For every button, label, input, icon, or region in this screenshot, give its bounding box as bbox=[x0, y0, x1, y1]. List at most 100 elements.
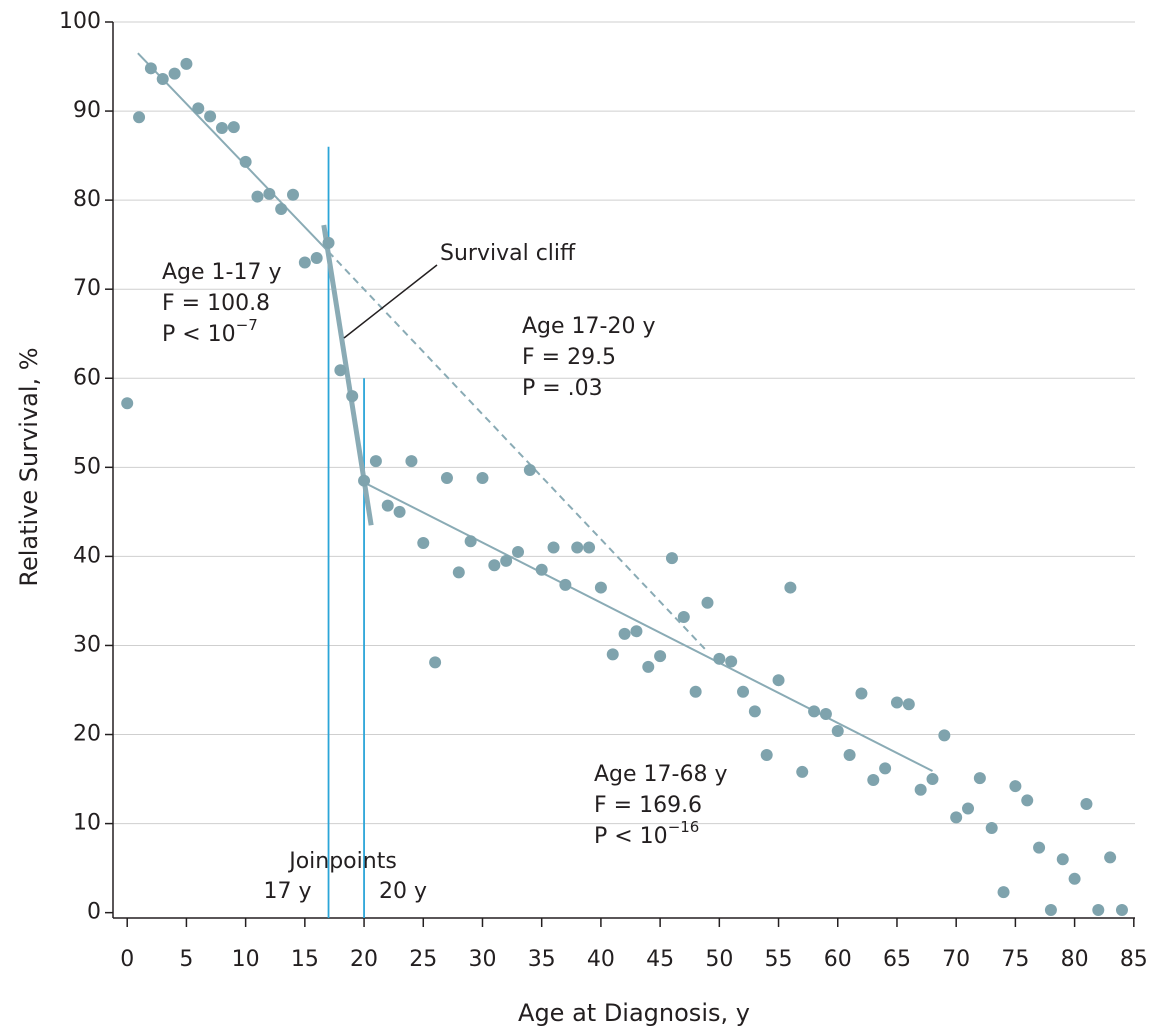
y-tick-label: 0 bbox=[87, 900, 101, 925]
y-tick-label: 50 bbox=[73, 454, 101, 479]
annotation-line: Age 17-68 y bbox=[594, 762, 727, 787]
annotation-text: P < 10 bbox=[594, 824, 668, 849]
data-point bbox=[725, 655, 738, 668]
joinpoints-label: Joinpoints bbox=[287, 849, 397, 874]
data-point bbox=[879, 762, 892, 775]
data-point bbox=[559, 578, 572, 591]
data-point bbox=[713, 652, 726, 665]
x-tick-label: 15 bbox=[291, 947, 319, 972]
data-point bbox=[417, 537, 430, 550]
y-tick-label: 60 bbox=[73, 365, 101, 390]
data-point bbox=[831, 724, 844, 737]
y-tick-label: 100 bbox=[59, 9, 101, 34]
annotation-text: Age 17-20 y bbox=[522, 314, 655, 339]
x-tick-label: 30 bbox=[468, 947, 496, 972]
callout-pointer bbox=[343, 264, 438, 339]
y-tick-label: 70 bbox=[73, 276, 101, 301]
data-point bbox=[867, 773, 880, 786]
data-point bbox=[180, 57, 193, 70]
y-tick-label: 10 bbox=[73, 811, 101, 836]
data-point bbox=[665, 552, 678, 565]
data-point bbox=[452, 566, 465, 579]
x-tick-label: 75 bbox=[1001, 947, 1029, 972]
data-point bbox=[855, 687, 868, 700]
data-point bbox=[1056, 853, 1069, 866]
data-point bbox=[405, 455, 418, 468]
data-point bbox=[239, 155, 252, 168]
y-tick-label: 30 bbox=[73, 632, 101, 657]
x-tick-label: 50 bbox=[705, 947, 733, 972]
data-point bbox=[204, 110, 217, 123]
data-point bbox=[819, 708, 832, 721]
data-point bbox=[358, 474, 371, 487]
data-point bbox=[298, 256, 311, 269]
x-tick-label: 55 bbox=[765, 947, 793, 972]
data-point bbox=[251, 190, 264, 203]
x-tick-label: 40 bbox=[587, 947, 615, 972]
data-point bbox=[1068, 872, 1081, 885]
annotation-superscript: −16 bbox=[668, 818, 700, 836]
x-axis-title: Age at Diagnosis, y bbox=[518, 999, 750, 1027]
data-point bbox=[772, 674, 785, 687]
data-point bbox=[192, 102, 205, 115]
data-point bbox=[890, 696, 903, 709]
annotation-text: Age 1-17 y bbox=[162, 260, 282, 285]
data-point bbox=[642, 660, 655, 673]
data-point bbox=[429, 656, 442, 669]
annotation-text: F = 100.8 bbox=[162, 291, 270, 316]
data-point bbox=[263, 187, 276, 200]
x-tick-label: 0 bbox=[120, 947, 134, 972]
data-point bbox=[369, 455, 382, 468]
data-point bbox=[973, 772, 986, 785]
x-tick-label: 20 bbox=[350, 947, 378, 972]
data-point bbox=[512, 545, 525, 558]
data-point bbox=[133, 111, 146, 124]
annotation-line: F = 100.8 bbox=[162, 291, 270, 316]
x-tick-label: 85 bbox=[1120, 947, 1148, 972]
data-point bbox=[1092, 903, 1105, 916]
x-tick-label: 35 bbox=[528, 947, 556, 972]
data-point bbox=[500, 554, 513, 567]
annotation-text: Age 17-68 y bbox=[594, 762, 727, 787]
data-point bbox=[275, 203, 288, 216]
data-point bbox=[310, 252, 323, 265]
data-point bbox=[168, 67, 181, 80]
data-point bbox=[334, 364, 347, 377]
annotation-line: F = 169.6 bbox=[594, 793, 702, 818]
annotation-text: P = .03 bbox=[522, 376, 603, 401]
data-point bbox=[1115, 903, 1128, 916]
data-point bbox=[346, 390, 359, 403]
y-tick-label: 80 bbox=[73, 187, 101, 212]
data-point bbox=[144, 62, 157, 75]
data-point bbox=[737, 685, 750, 698]
annotation-line: Age 17-20 y bbox=[522, 314, 655, 339]
data-point bbox=[689, 685, 702, 698]
data-point bbox=[950, 811, 963, 824]
data-point bbox=[760, 749, 773, 762]
data-point bbox=[843, 749, 856, 762]
annotation-line: P < 10−16 bbox=[594, 818, 699, 850]
annotation-superscript: −7 bbox=[236, 316, 258, 334]
annotation-text: F = 169.6 bbox=[594, 793, 702, 818]
data-point bbox=[962, 802, 975, 815]
data-point bbox=[121, 397, 134, 410]
data-point bbox=[215, 121, 228, 134]
data-point bbox=[594, 581, 607, 594]
data-point bbox=[1021, 794, 1034, 807]
data-point bbox=[476, 472, 489, 485]
x-tick-label: 25 bbox=[409, 947, 437, 972]
data-point bbox=[902, 698, 915, 711]
data-point bbox=[322, 236, 335, 249]
data-point bbox=[464, 535, 477, 548]
data-point bbox=[287, 188, 300, 201]
data-point bbox=[630, 625, 643, 638]
joinpoint-label: 17 y bbox=[264, 879, 312, 904]
data-point bbox=[156, 73, 169, 86]
data-point bbox=[227, 121, 240, 134]
data-point bbox=[654, 650, 667, 663]
x-tick-label: 10 bbox=[232, 947, 260, 972]
data-point bbox=[547, 541, 560, 554]
data-point bbox=[914, 783, 927, 796]
fit-line bbox=[137, 52, 330, 253]
data-point bbox=[926, 773, 939, 786]
